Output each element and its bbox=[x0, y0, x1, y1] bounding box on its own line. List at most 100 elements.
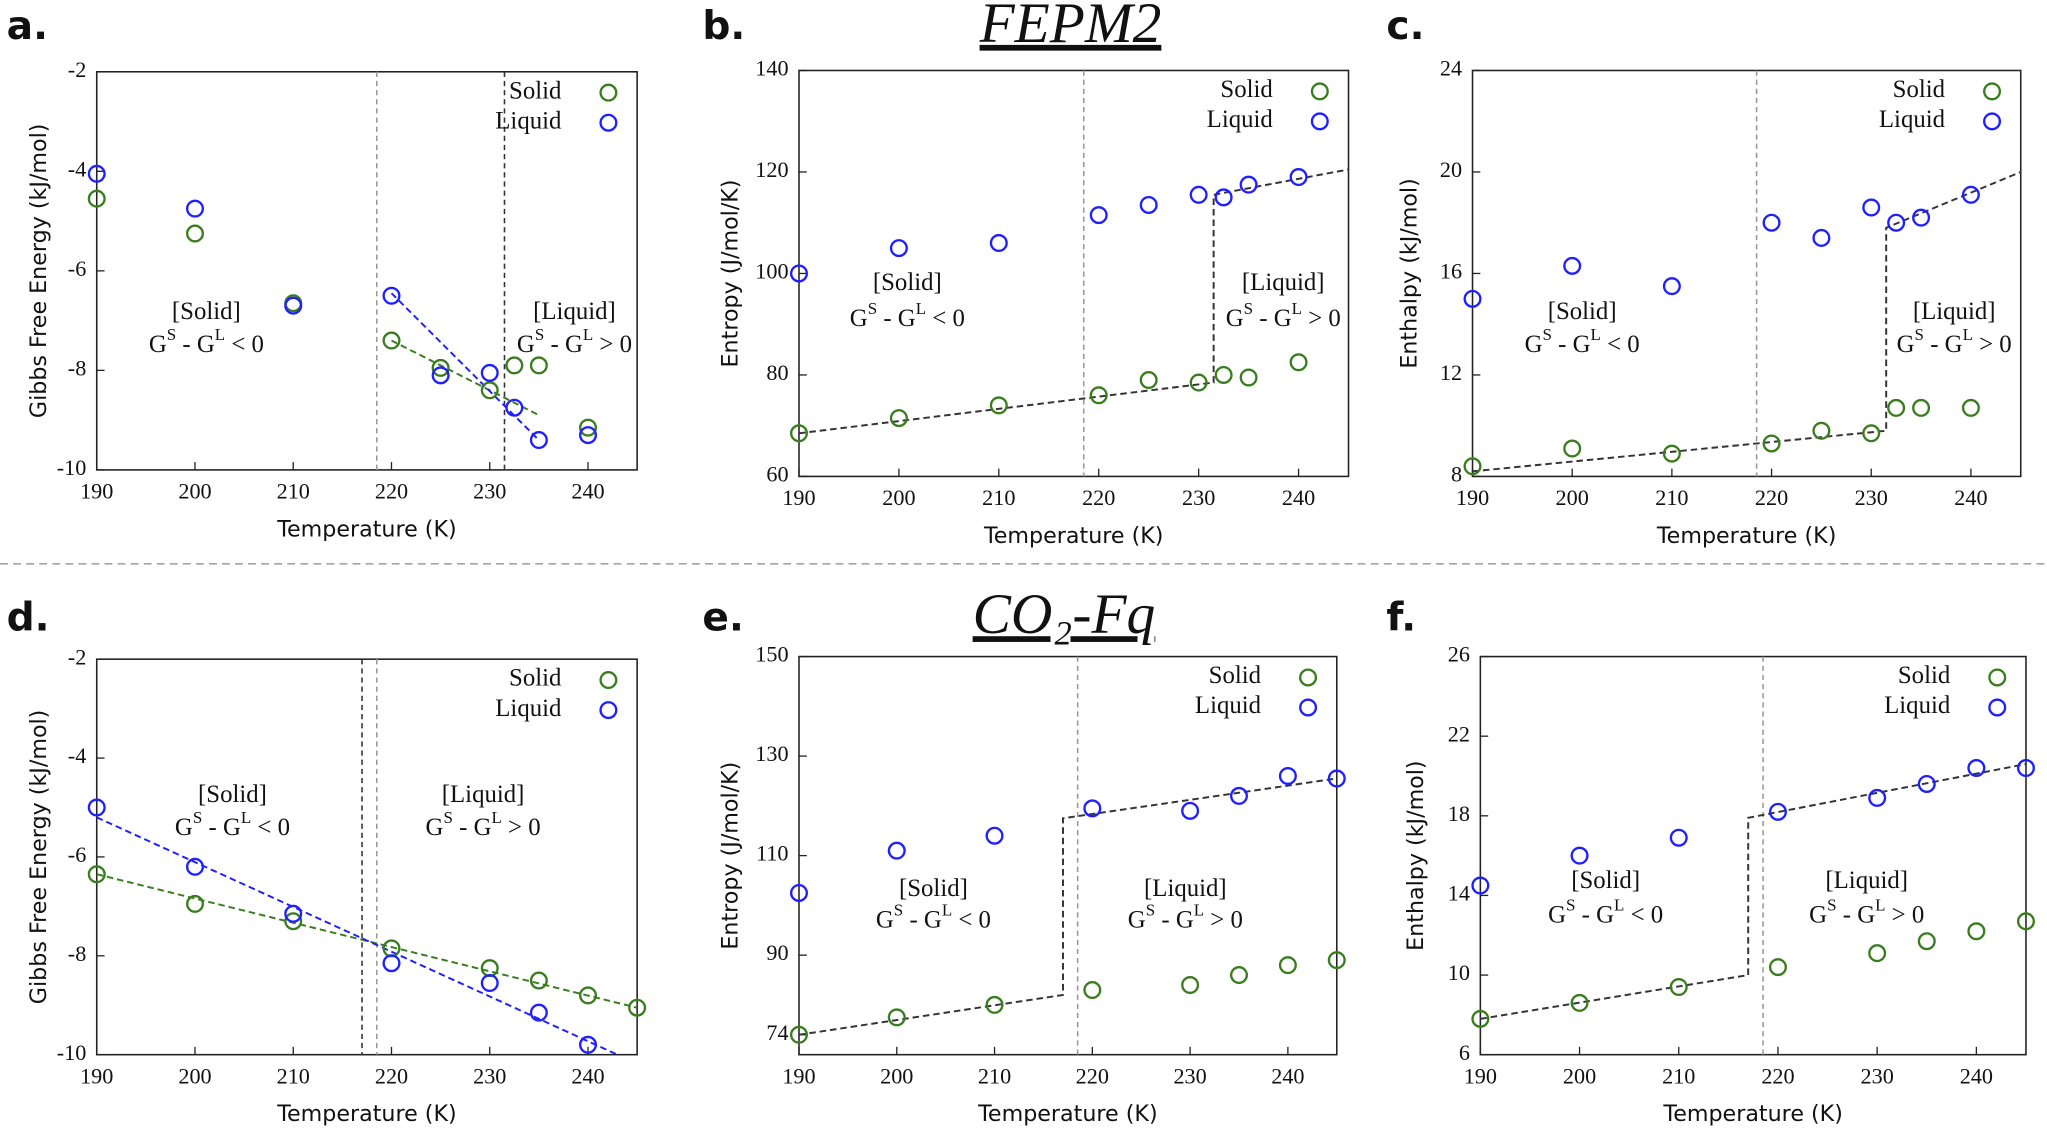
x-tick-label: 220 bbox=[1755, 485, 1788, 510]
data-point bbox=[1662, 277, 1681, 296]
y-axis-label: Gibbs Free Energy (kJ/mol) bbox=[26, 124, 52, 419]
data-point bbox=[87, 865, 106, 884]
x-tick-label: 230 bbox=[473, 478, 506, 503]
legend-marker bbox=[1310, 82, 1329, 101]
y-tick-label: -6 bbox=[68, 256, 86, 281]
data-point bbox=[1239, 368, 1258, 387]
data-point bbox=[1181, 976, 1200, 995]
superscript: S bbox=[1566, 896, 1575, 915]
y-axis-label: Gibbs Free Energy (kJ/mol) bbox=[26, 710, 52, 1005]
data-point bbox=[889, 239, 908, 258]
x-tick-label: 220 bbox=[1082, 485, 1115, 510]
x-tick-label: 190 bbox=[782, 1063, 815, 1088]
legend-label: Liquid bbox=[495, 107, 562, 134]
annotation-expression: GS - GL < 0 bbox=[149, 325, 264, 357]
expression-part: - G bbox=[1155, 906, 1194, 933]
x-tick-label: 240 bbox=[1954, 485, 1987, 510]
legend-marker bbox=[599, 671, 618, 690]
data-point bbox=[1239, 175, 1258, 194]
expression-part: < 0 bbox=[926, 304, 965, 331]
expression-part: < 0 bbox=[1624, 901, 1663, 928]
x-tick-label: 230 bbox=[1173, 1063, 1206, 1088]
data-point bbox=[480, 381, 499, 400]
y-tick-label: 150 bbox=[755, 642, 788, 667]
superscript: S bbox=[1543, 325, 1552, 344]
annotation-label: [Solid] bbox=[198, 781, 267, 808]
annotation-expression: GS - GL > 0 bbox=[1897, 325, 2012, 357]
x-tick-label: 240 bbox=[1282, 485, 1315, 510]
panel-title: FEPM2 bbox=[979, 0, 1162, 55]
data-point bbox=[1917, 932, 1936, 951]
data-point bbox=[1327, 769, 1346, 788]
annotation-label: [Liquid] bbox=[533, 298, 616, 325]
x-tick-label: 210 bbox=[277, 478, 310, 503]
y-tick-label: 18 bbox=[1448, 801, 1470, 826]
legend-marker bbox=[1988, 698, 2007, 717]
data-point bbox=[1463, 457, 1482, 476]
data-point bbox=[382, 286, 401, 305]
y-axis-label: Entropy (J/mol/K) bbox=[718, 762, 744, 950]
data-point bbox=[480, 959, 499, 978]
expression-part: - G bbox=[544, 331, 583, 358]
y-tick-label: 100 bbox=[755, 259, 788, 284]
x-tick-label: 200 bbox=[178, 1063, 211, 1088]
data-point bbox=[431, 366, 450, 385]
panel-title: CO₂-Fq bbox=[973, 583, 1156, 646]
expression-part: G bbox=[1226, 304, 1244, 331]
data-point bbox=[1189, 373, 1208, 392]
x-tick-label: 230 bbox=[1861, 1063, 1894, 1088]
x-axis-label: Temperature (K) bbox=[276, 1101, 456, 1127]
data-point bbox=[1961, 398, 1980, 417]
panel-label: d. bbox=[7, 596, 50, 641]
x-tick-label: 200 bbox=[1556, 485, 1589, 510]
superscript: L bbox=[942, 901, 952, 920]
y-tick-label: 8 bbox=[1451, 462, 1462, 487]
y-tick-label: -10 bbox=[57, 455, 87, 480]
x-tick-label: 240 bbox=[1960, 1063, 1993, 1088]
y-tick-label: 22 bbox=[1448, 721, 1470, 746]
data-point bbox=[628, 998, 647, 1017]
data-point bbox=[480, 973, 499, 993]
data-point bbox=[1563, 439, 1582, 458]
legend-label: Liquid bbox=[1884, 692, 1951, 719]
superscript: L bbox=[1963, 325, 1973, 344]
annotation-expression: GS - GL > 0 bbox=[1809, 896, 1924, 928]
superscript: S bbox=[868, 299, 877, 318]
data-point bbox=[1762, 434, 1781, 453]
annotation-label: [Solid] bbox=[1571, 867, 1640, 894]
y-tick-label: 6 bbox=[1459, 1040, 1470, 1065]
fit-line bbox=[96, 816, 618, 1056]
annotation-expression: GS - GL > 0 bbox=[517, 325, 632, 357]
data-point bbox=[480, 363, 499, 382]
x-tick-label: 200 bbox=[880, 1063, 913, 1088]
superscript: S bbox=[443, 808, 452, 827]
y-tick-label: -4 bbox=[68, 743, 86, 768]
data-point bbox=[1229, 786, 1248, 805]
superscript: S bbox=[894, 901, 903, 920]
y-tick-label: -2 bbox=[68, 644, 86, 669]
legend-label: Solid bbox=[1893, 76, 1946, 103]
y-tick-label: 16 bbox=[1440, 259, 1462, 284]
data-point bbox=[1967, 922, 1986, 941]
superscript: L bbox=[1875, 896, 1885, 915]
y-tick-label: 26 bbox=[1448, 642, 1470, 667]
annotation-expression: GS - GL < 0 bbox=[876, 901, 991, 933]
superscript: L bbox=[583, 325, 593, 344]
superscript: S bbox=[1827, 896, 1836, 915]
annotation-label: [Liquid] bbox=[1825, 867, 1908, 894]
x-tick-label: 190 bbox=[80, 1063, 113, 1088]
superscript: S bbox=[167, 325, 176, 344]
data-point bbox=[1083, 980, 1102, 999]
data-point bbox=[1967, 759, 1986, 778]
data-point bbox=[989, 234, 1008, 253]
x-tick-label: 220 bbox=[375, 1063, 408, 1088]
x-tick-label: 240 bbox=[571, 478, 604, 503]
expression-part: G bbox=[1128, 906, 1146, 933]
expression-part: G bbox=[1809, 901, 1827, 928]
panel-label: e. bbox=[702, 596, 743, 641]
annotation-label: [Solid] bbox=[172, 298, 241, 325]
x-tick-label: 210 bbox=[1662, 1063, 1695, 1088]
fit-line bbox=[390, 292, 540, 441]
data-point bbox=[1570, 993, 1589, 1012]
annotation-expression: GS - GL > 0 bbox=[1226, 299, 1341, 331]
